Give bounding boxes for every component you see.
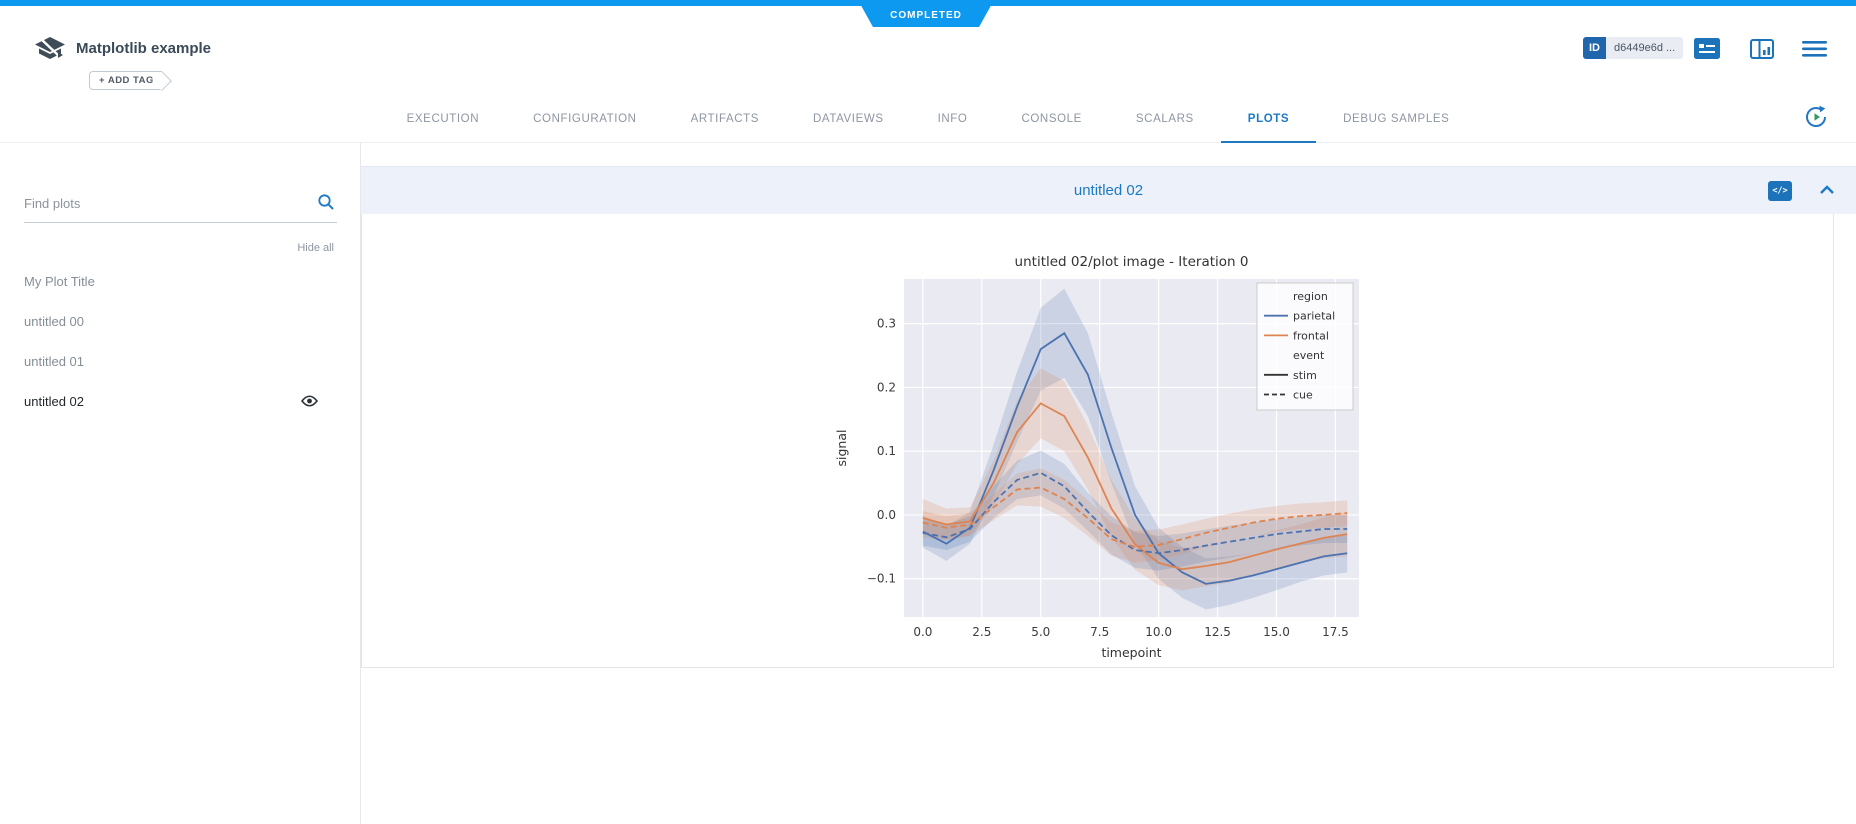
svg-text:0.0: 0.0 <box>913 625 932 639</box>
plot-item-label: untitled 02 <box>24 394 84 409</box>
tab-console[interactable]: CONSOLE <box>1021 112 1082 125</box>
svg-text:signal: signal <box>834 430 849 467</box>
svg-text:0.3: 0.3 <box>877 317 896 331</box>
plot-list-item[interactable]: untitled 02 <box>0 382 360 422</box>
tab-configuration[interactable]: CONFIGURATION <box>533 112 637 125</box>
plots-sidebar: Hide all My Plot Title untitled 00 untitle… <box>0 143 361 824</box>
panel-chart-icon[interactable] <box>1750 39 1774 62</box>
menu-icon[interactable] <box>1802 41 1827 60</box>
svg-text:region: region <box>1293 290 1328 303</box>
tab-artifacts[interactable]: ARTIFACTS <box>690 112 760 125</box>
hide-all-link[interactable]: Hide all <box>297 242 334 254</box>
svg-text:0.1: 0.1 <box>877 444 896 458</box>
svg-text:parietal: parietal <box>1293 310 1335 323</box>
tab-execution[interactable]: EXECUTION <box>406 112 480 125</box>
details-icon[interactable] <box>1694 38 1720 63</box>
eye-icon[interactable] <box>300 395 319 410</box>
svg-text:cue: cue <box>1293 389 1313 402</box>
svg-text:event: event <box>1293 349 1325 362</box>
tab-plots[interactable]: PLOTS <box>1220 96 1317 143</box>
svg-text:0.0: 0.0 <box>877 508 896 522</box>
plot-group-header: untitled 02 </> <box>361 166 1856 214</box>
id-value[interactable]: d6449e6d ... <box>1606 37 1684 59</box>
id-label: ID <box>1583 37 1606 59</box>
plot-list-item[interactable]: untitled 00 <box>0 302 360 342</box>
plot-item-label: untitled 00 <box>24 314 84 329</box>
svg-text:untitled 02/plot image - Itera: untitled 02/plot image - Iteration 0 <box>1015 254 1249 270</box>
tab-info[interactable]: INFO <box>937 112 968 125</box>
add-tag-button[interactable]: + ADD TAG <box>89 71 162 90</box>
tab-dataviews[interactable]: DATAVIEWS <box>813 112 884 125</box>
experiment-logo-icon <box>34 36 66 71</box>
search-input[interactable] <box>24 196 304 211</box>
plot-item-label: My Plot Title <box>24 274 95 289</box>
plot-list: My Plot Title untitled 00 untitled 01 untit… <box>0 262 360 422</box>
svg-text:15.0: 15.0 <box>1263 625 1290 639</box>
tab-debug-samples[interactable]: DEBUG SAMPLES <box>1343 112 1450 125</box>
svg-text:0.2: 0.2 <box>877 380 896 394</box>
plot-widget-card: untitled 02/plot image - Iteration 0 0.0 2… <box>361 214 1834 668</box>
plot-search <box>24 193 337 223</box>
code-icon[interactable]: </> <box>1768 181 1792 201</box>
svg-text:timepoint: timepoint <box>1101 645 1161 660</box>
plot-group-title: untitled 02 <box>1073 182 1144 199</box>
tab-scalars[interactable]: SCALARS <box>1135 112 1194 125</box>
svg-text:frontal: frontal <box>1293 329 1329 342</box>
plot-item-label: untitled 01 <box>24 354 84 369</box>
chevron-up-icon[interactable] <box>1819 183 1835 198</box>
plot-list-item[interactable]: My Plot Title <box>0 262 360 302</box>
search-icon[interactable] <box>317 193 335 216</box>
svg-text:7.5: 7.5 <box>1090 625 1109 639</box>
status-badge: COMPLETED <box>858 0 994 27</box>
svg-text:2.5: 2.5 <box>972 625 991 639</box>
refresh-icon[interactable] <box>1803 104 1829 133</box>
svg-text:−0.1: −0.1 <box>867 572 896 586</box>
svg-text:12.5: 12.5 <box>1204 625 1231 639</box>
plot-list-item[interactable]: untitled 01 <box>0 342 360 382</box>
svg-text:10.0: 10.0 <box>1145 625 1172 639</box>
experiment-id-badge: ID d6449e6d ... <box>1583 37 1684 59</box>
svg-text:stim: stim <box>1293 369 1317 382</box>
svg-text:5.0: 5.0 <box>1031 625 1050 639</box>
plot-figure: untitled 02/plot image - Iteration 0 0.0 2… <box>831 247 1381 662</box>
experiment-tabs: EXECUTION CONFIGURATION ARTIFACTS DATAVIEWS… <box>0 96 1856 143</box>
chart-svg: untitled 02/plot image - Iteration 0 0.0 2… <box>834 254 1359 660</box>
experiment-title: Matplotlib example <box>76 40 212 57</box>
svg-text:17.5: 17.5 <box>1322 625 1349 639</box>
